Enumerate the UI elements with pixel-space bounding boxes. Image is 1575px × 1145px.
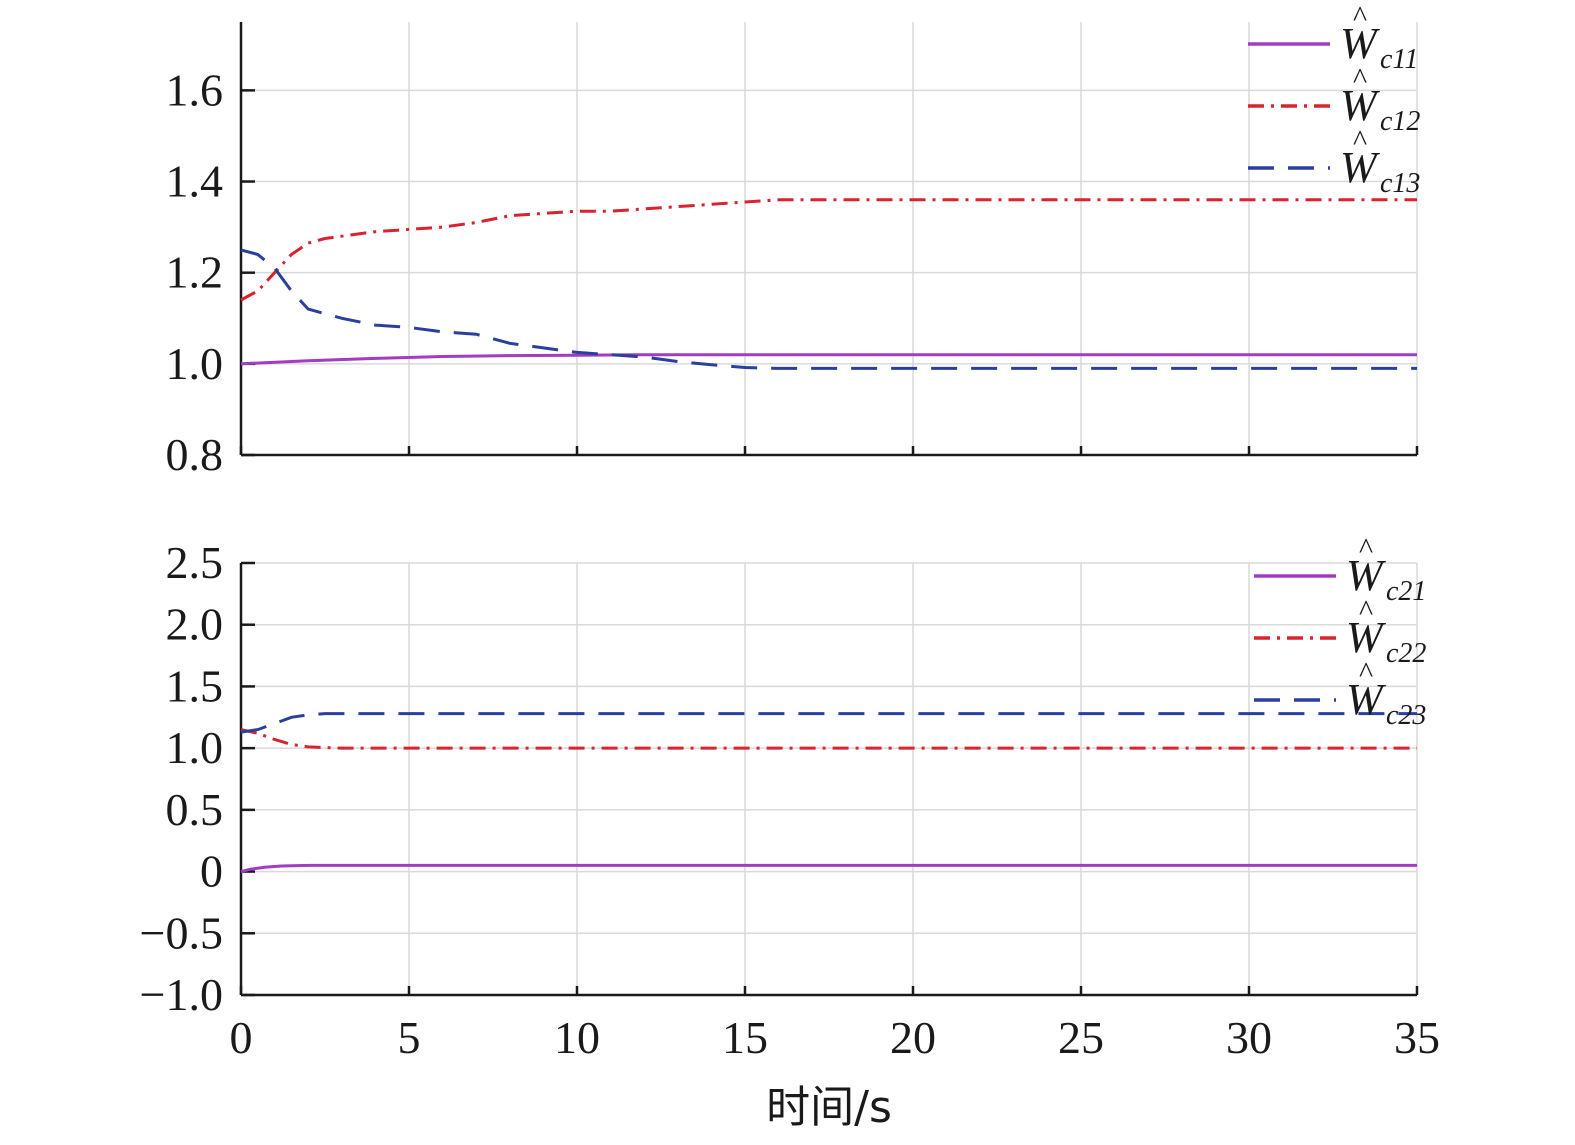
legend-hat-c11: ^ <box>1353 0 1367 33</box>
series-line-c23 <box>240 712 1417 734</box>
x-axis-label: 时间/s <box>766 1082 892 1133</box>
legend-label-c11: W <box>1340 19 1380 68</box>
series-line-c12 <box>240 198 1417 302</box>
y-tick-label: 0.5 <box>166 784 224 835</box>
x-tick-label: 35 <box>1394 1012 1440 1063</box>
y-tick-label: 2.5 <box>166 537 224 588</box>
legend-sub-c12: c12 <box>1380 106 1420 137</box>
legend-hat-c22: ^ <box>1359 594 1373 627</box>
legend-sub-c11: c11 <box>1380 44 1418 75</box>
legend-label-c21: W <box>1346 551 1386 600</box>
legend-sub-c13: c13 <box>1380 168 1420 199</box>
x-tick-label: 0 <box>230 1012 253 1063</box>
y-tick-label: 1.0 <box>166 338 224 389</box>
series-line-c13 <box>240 248 1417 370</box>
legend-label-c23: W <box>1346 675 1386 724</box>
legend-sub-c23: c23 <box>1386 700 1426 731</box>
legend-label-c13: W <box>1340 143 1380 192</box>
legend-sub-c22: c22 <box>1386 638 1426 669</box>
series-line-c11 <box>240 353 1417 366</box>
x-tick-label: 20 <box>890 1012 936 1063</box>
y-tick-label: −1.0 <box>140 969 223 1020</box>
legend-sub-c21: c21 <box>1386 576 1426 607</box>
legend-label-c22: W <box>1346 613 1386 662</box>
legend-hat-c21: ^ <box>1359 532 1373 565</box>
legend-hat-c12: ^ <box>1353 62 1367 95</box>
x-tick-label: 30 <box>1226 1012 1272 1063</box>
y-tick-label: 1.0 <box>166 722 224 773</box>
series-line-c21 <box>240 863 1417 874</box>
y-tick-label: 0.8 <box>166 429 224 480</box>
y-tick-label: 2.0 <box>166 599 224 650</box>
y-tick-label: 1.2 <box>166 247 224 298</box>
y-tick-label: 1.4 <box>166 156 224 207</box>
x-tick-label: 15 <box>722 1012 768 1063</box>
y-tick-label: 0 <box>200 846 223 897</box>
series-line-c22 <box>240 728 1417 750</box>
y-tick-label: 1.5 <box>166 660 224 711</box>
y-tick-label: −0.5 <box>140 907 223 958</box>
y-tick-label: 1.6 <box>166 64 224 115</box>
legend-hat-c23: ^ <box>1359 656 1373 689</box>
legend-label-c12: W <box>1340 81 1380 130</box>
x-tick-label: 25 <box>1058 1012 1104 1063</box>
x-tick-label: 5 <box>398 1012 421 1063</box>
legend-hat-c13: ^ <box>1353 124 1367 157</box>
bottom-panel: 0 5 10 15 20 25 30 35−1.0−0.500.51.01.52.02.5 W^… <box>140 532 1440 1063</box>
x-tick-label: 10 <box>554 1012 600 1063</box>
